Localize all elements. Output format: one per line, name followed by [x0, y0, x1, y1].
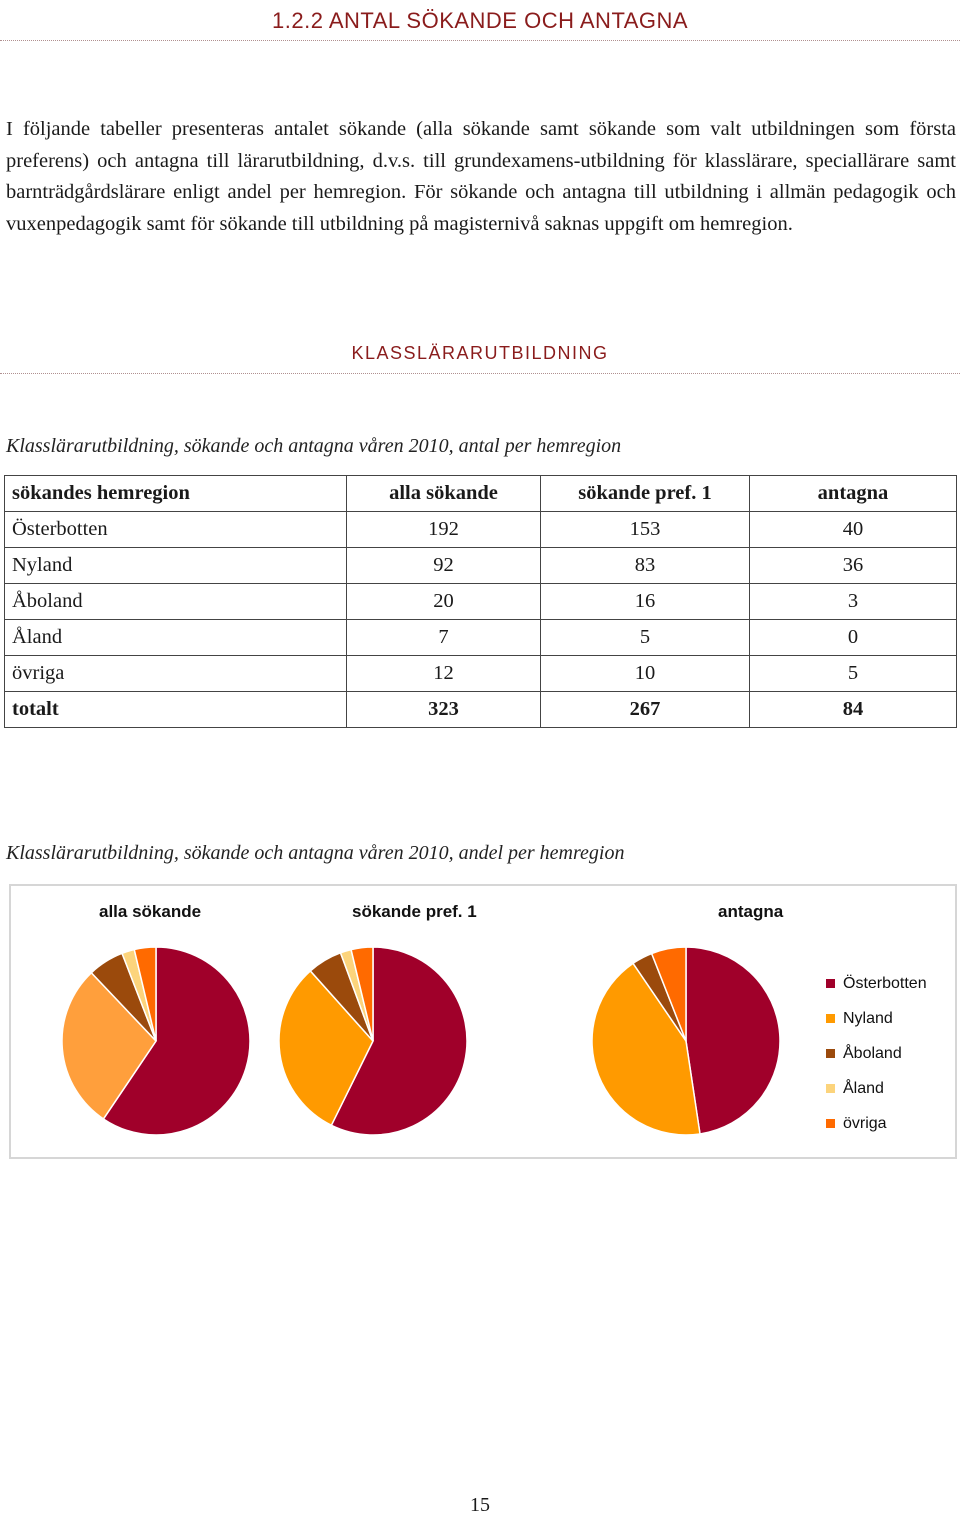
table-row: Nyland 92 83 36: [4, 547, 957, 584]
value-cell: 83: [540, 547, 750, 584]
pie-slice: [650, 946, 687, 1042]
legend-label: Åland: [843, 1079, 884, 1097]
pie-title: antagna: [718, 902, 784, 921]
pie-charts: [61, 946, 781, 1136]
pie-title: sökande pref. 1: [352, 902, 477, 921]
region-cell: Åboland: [4, 583, 347, 620]
value-cell: 20: [346, 583, 541, 620]
pie-title: alla sökande: [99, 902, 202, 921]
pie-slice: [133, 946, 157, 1042]
legend-item: Åboland: [826, 1036, 927, 1071]
intro-paragraph: I följande tabeller presenteras antalet …: [6, 118, 956, 235]
section-heading: 1.2.2 ANTAL SÖKANDE OCH ANTAGNA: [272, 8, 689, 33]
value-cell: 0: [749, 619, 957, 656]
value-cell: 16: [540, 583, 750, 620]
subsection-divider: [0, 373, 960, 374]
legend-item: Nyland: [826, 1001, 927, 1036]
legend-item: övriga: [826, 1106, 927, 1141]
region-cell: totalt: [4, 691, 347, 728]
pie-slice: [278, 969, 374, 1127]
value-cell: 92: [346, 547, 541, 584]
page-number: 15: [470, 1494, 490, 1516]
table-row: Åland 7 5 0: [4, 619, 957, 656]
pie-slice: [350, 946, 374, 1042]
legend-label: övriga: [843, 1114, 887, 1132]
value-cell: 5: [540, 619, 750, 656]
value-cell: 3: [749, 583, 957, 620]
value-cell: 267: [540, 691, 750, 728]
value-cell: 40: [749, 511, 957, 548]
value-cell: 84: [749, 691, 957, 728]
legend-swatch: [826, 1049, 835, 1058]
value-cell: 7: [346, 619, 541, 656]
legend-swatch: [826, 1119, 835, 1128]
table-total-row: totalt 323 267 84: [4, 691, 957, 728]
table-caption: Klasslärarutbildning, sökande och antagn…: [6, 435, 622, 457]
column-header: sökandes hemregion: [4, 475, 347, 512]
table-row: Österbotten 192 153 40: [4, 511, 957, 548]
table-header-row: sökandes hemregion alla sökande sökande …: [4, 475, 957, 512]
legend-swatch: [826, 979, 835, 988]
value-cell: 10: [540, 655, 750, 692]
pie-charts-panel: alla sökande sökande pref. 1 antagna Öst…: [9, 884, 957, 1159]
pie-slice: [330, 946, 468, 1136]
column-header: antagna: [749, 475, 957, 512]
heading-divider: [0, 40, 960, 41]
value-cell: 323: [346, 691, 541, 728]
value-cell: 192: [346, 511, 541, 548]
table-row: övriga 12 10 5: [4, 655, 957, 692]
chart-legend: Österbotten Nyland Åboland Åland övriga: [826, 966, 927, 1141]
subsection-heading: KLASSLÄRARUTBILDNING: [351, 343, 609, 363]
region-cell: Åland: [4, 619, 347, 656]
column-header: alla sökande: [346, 475, 541, 512]
legend-swatch: [826, 1014, 835, 1023]
value-cell: 12: [346, 655, 541, 692]
pie-slice: [591, 962, 701, 1136]
legend-label: Österbotten: [843, 974, 927, 992]
value-cell: 153: [540, 511, 750, 548]
value-cell: 36: [749, 547, 957, 584]
table-row: Åboland 20 16 3: [4, 583, 957, 620]
column-header: sökande pref. 1: [540, 475, 750, 512]
legend-swatch: [826, 1084, 835, 1093]
region-cell: Österbotten: [4, 511, 347, 548]
legend-item: Österbotten: [826, 966, 927, 1001]
legend-item: Åland: [826, 1071, 927, 1106]
region-cell: övriga: [4, 655, 347, 692]
pie-slice: [61, 971, 157, 1120]
applicants-table: sökandes hemregion alla sökande sökande …: [4, 475, 957, 728]
region-cell: Nyland: [4, 547, 347, 584]
pie-slice: [102, 946, 251, 1136]
charts-caption: Klasslärarutbildning, sökande och antagn…: [6, 842, 625, 864]
value-cell: 5: [749, 655, 957, 692]
pie-slice: [685, 946, 781, 1135]
legend-label: Nyland: [843, 1009, 893, 1027]
legend-label: Åboland: [843, 1044, 902, 1062]
